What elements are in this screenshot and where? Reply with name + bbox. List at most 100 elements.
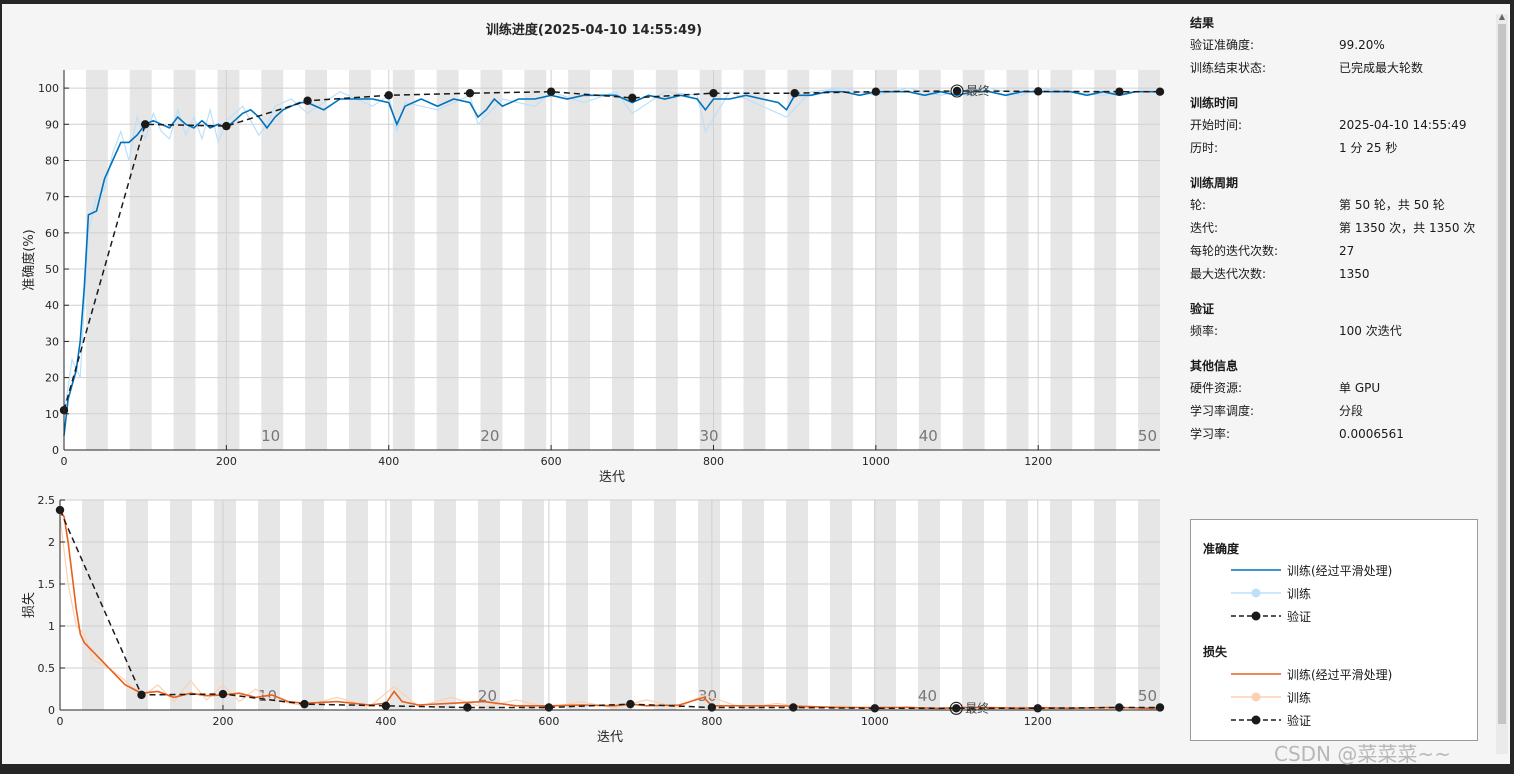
info-value: 分段 [1339, 404, 1364, 418]
acc-epoch-band [875, 70, 897, 450]
loss-y-tick-label: 1 [48, 620, 55, 633]
acc-epoch-band [217, 70, 240, 450]
acc-validation-point [628, 93, 637, 103]
legend-loss-validation: 验证 [1231, 711, 1471, 729]
acc-epoch-band [918, 70, 941, 450]
acc-train-line [63, 87, 1160, 414]
acc-epoch-label: 30 [700, 427, 719, 445]
info-row: 训练结束状态: 已完成最大轮数 [1190, 57, 1490, 80]
acc-epoch-band [1006, 70, 1029, 450]
loss-y-tick-label: 2 [48, 536, 55, 549]
acc-y-tick-label: 50 [45, 263, 59, 276]
loss-y-tick-label: 0 [48, 704, 55, 717]
loss-final-marker-dot [952, 704, 960, 712]
loss-epoch-band [1138, 500, 1160, 710]
loss-epoch-band [258, 500, 280, 710]
acc-epoch-band [568, 70, 591, 450]
loss-x-tick-label: 1200 [1024, 715, 1052, 728]
loss-epoch-band [82, 500, 104, 710]
loss-epoch-label: 50 [1138, 687, 1157, 705]
loss-epoch-band [918, 500, 940, 710]
loss-epoch-band [610, 500, 632, 710]
acc-y-tick-label: 10 [45, 408, 59, 421]
acc-y-tick-label: 0 [52, 444, 59, 457]
loss-epoch-band [126, 500, 148, 710]
info-key: 验证准确度: [1190, 38, 1255, 52]
info-key: 频率: [1190, 324, 1219, 338]
loss-epoch-label: 20 [478, 687, 497, 705]
info-value: 1350 [1339, 267, 1370, 281]
vertical-scrollbar[interactable]: ▲ [1496, 12, 1508, 754]
legend-acc-train-label: 训练 [1287, 587, 1312, 601]
legend-acc-validation: 验证 [1231, 607, 1471, 625]
loss-epoch-band [698, 500, 720, 710]
info-key: 迭代: [1190, 221, 1219, 235]
info-section-title: 训练时间 [1190, 96, 1239, 110]
info-key: 每轮的迭代次数: [1190, 244, 1279, 258]
info-row: 开始时间: 2025-04-10 14:55:49 [1190, 114, 1490, 137]
info-value: 27 [1339, 244, 1355, 258]
loss-x-tick-label: 0 [57, 715, 64, 728]
info-key: 学习率: [1190, 427, 1231, 441]
acc-epoch-band [612, 70, 634, 450]
loss-x-tick-label: 200 [212, 715, 233, 728]
acc-epoch-band [480, 70, 503, 450]
acc-epoch-band [655, 70, 678, 450]
acc-epoch-band [1138, 70, 1160, 450]
acc-epoch-band [129, 70, 152, 450]
acc-x-tick-label: 600 [541, 455, 562, 468]
loss-validation-point [300, 699, 309, 709]
acc-validation-point [140, 120, 150, 129]
acc-x-tick-label: 1200 [1024, 455, 1052, 468]
info-value: 已完成最大轮数 [1339, 61, 1424, 75]
info-key: 学习率调度: [1190, 404, 1255, 418]
acc-epoch-label: 20 [480, 427, 499, 445]
loss-x-axis-label: 迭代 [597, 730, 623, 745]
legend-acc-train: 训练 [1231, 584, 1471, 602]
acc-epoch-band [524, 70, 547, 450]
acc-x-tick-label: 800 [703, 455, 724, 468]
loss-epoch-band [214, 500, 236, 710]
info-row: 轮: 第 50 轮，共 50 轮 [1190, 194, 1490, 217]
acc-x-axis-label: 迭代 [599, 470, 625, 485]
loss-x-tick-label: 400 [375, 715, 396, 728]
legend-loss-train-label: 训练 [1287, 691, 1312, 705]
acc-y-tick-label: 100 [38, 82, 59, 95]
acc-y-axis-label: 准确度(%) [21, 229, 37, 291]
legend-loss-title: 损失 [1203, 645, 1228, 659]
loss-epoch-band [742, 500, 764, 710]
acc-epoch-band [699, 70, 722, 450]
loss-x-tick-label: 600 [538, 715, 559, 728]
info-row: 学习率调度: 分段 [1190, 400, 1490, 423]
loss-epoch-band [1094, 500, 1116, 710]
acc-epoch-band [831, 70, 854, 450]
loss-epoch-band [1050, 500, 1072, 710]
info-key: 硬件资源: [1190, 381, 1243, 395]
scrollbar-thumb[interactable] [1498, 24, 1506, 724]
info-key: 历时: [1190, 141, 1219, 155]
loss-epoch-band [170, 500, 192, 710]
chart-title: 训练进度(2025-04-10 14:55:49) [486, 22, 702, 38]
acc-validation-point [222, 121, 231, 131]
acc-epoch-band [305, 70, 328, 450]
info-key: 训练结束状态: [1190, 61, 1267, 75]
info-section-title: 训练周期 [1190, 176, 1239, 190]
acc-y-tick-label: 30 [45, 335, 59, 348]
info-row: 历时: 1 分 25 秒 [1190, 137, 1490, 160]
info-value: 2025-04-10 14:55:49 [1339, 118, 1467, 132]
acc-epoch-band [787, 70, 810, 450]
legend-loss-smoothed: 训练(经过平滑处理) [1231, 665, 1471, 683]
acc-x-tick-label: 200 [216, 455, 237, 468]
loss-final-label: 最终 [965, 700, 989, 715]
loss-final-marker [949, 701, 963, 715]
info-row: 迭代: 第 1350 次，共 1350 次 [1190, 217, 1490, 240]
loss-y-tick-label: 0.5 [38, 662, 56, 675]
loss-epoch-band [346, 500, 368, 710]
legend-loss-validation-label: 验证 [1287, 714, 1312, 728]
info-row: 学习率: 0.0006561 [1190, 423, 1490, 446]
info-row: 硬件资源: 单 GPU [1190, 377, 1490, 400]
scroll-up-arrow-icon[interactable]: ▲ [1498, 12, 1506, 21]
